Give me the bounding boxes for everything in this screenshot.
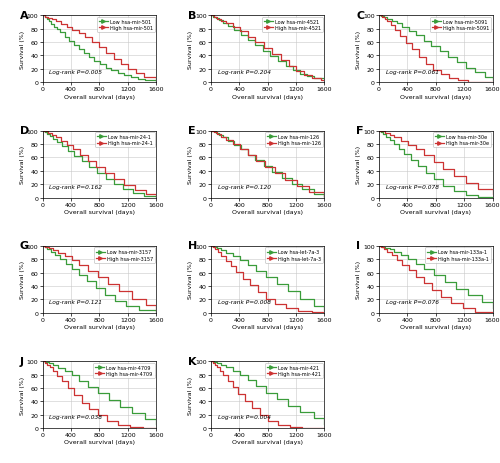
- Text: Log-rank P=0.120: Log-rank P=0.120: [218, 184, 270, 189]
- Text: Log-rank P=0.004: Log-rank P=0.004: [218, 414, 270, 419]
- Legend: Low hsa-mir-501, High hsa-mir-501: Low hsa-mir-501, High hsa-mir-501: [96, 18, 154, 33]
- Text: H: H: [188, 241, 197, 251]
- Text: Log-rank P=0.204: Log-rank P=0.204: [218, 69, 270, 75]
- Legend: Low hsa-mir-126, High hsa-mir-126: Low hsa-mir-126, High hsa-mir-126: [264, 133, 323, 148]
- Legend: Low hsa-let-7a-3, High hsa-let-7a-3: Low hsa-let-7a-3, High hsa-let-7a-3: [264, 248, 323, 263]
- Text: Log-rank P=0.162: Log-rank P=0.162: [50, 184, 102, 189]
- Legend: Low hsa-mir-30e, High hsa-mir-30e: Low hsa-mir-30e, High hsa-mir-30e: [433, 133, 491, 148]
- X-axis label: Overall survival (days): Overall survival (days): [232, 209, 303, 214]
- Y-axis label: Survival (%): Survival (%): [20, 31, 24, 69]
- Y-axis label: Survival (%): Survival (%): [356, 31, 361, 69]
- Y-axis label: Survival (%): Survival (%): [20, 261, 24, 299]
- Text: Log-rank P=0.005: Log-rank P=0.005: [50, 69, 102, 75]
- Text: E: E: [188, 126, 196, 136]
- Text: J: J: [20, 356, 24, 366]
- Y-axis label: Survival (%): Survival (%): [356, 146, 361, 184]
- Y-axis label: Survival (%): Survival (%): [188, 146, 193, 184]
- Text: Log-rank P=0.078: Log-rank P=0.078: [386, 184, 438, 189]
- Legend: Low hsa-mir-421, High hsa-mir-421: Low hsa-mir-421, High hsa-mir-421: [265, 363, 323, 378]
- Text: F: F: [356, 126, 364, 136]
- Legend: Low hsa-mir-3157, High hsa-mir-3157: Low hsa-mir-3157, High hsa-mir-3157: [94, 248, 154, 263]
- Legend: Low hsa-mir-4709, High hsa-mir-4709: Low hsa-mir-4709, High hsa-mir-4709: [94, 363, 154, 378]
- X-axis label: Overall survival (days): Overall survival (days): [232, 439, 303, 444]
- X-axis label: Overall survival (days): Overall survival (days): [64, 439, 135, 444]
- X-axis label: Overall survival (days): Overall survival (days): [400, 325, 471, 330]
- Text: Log-rank P=0.038: Log-rank P=0.038: [50, 414, 102, 419]
- Text: D: D: [20, 126, 29, 136]
- Y-axis label: Survival (%): Survival (%): [356, 261, 361, 299]
- Y-axis label: Survival (%): Survival (%): [20, 376, 24, 414]
- X-axis label: Overall survival (days): Overall survival (days): [400, 209, 471, 214]
- X-axis label: Overall survival (days): Overall survival (days): [64, 325, 135, 330]
- X-axis label: Overall survival (days): Overall survival (days): [400, 94, 471, 100]
- Text: G: G: [20, 241, 29, 251]
- X-axis label: Overall survival (days): Overall survival (days): [64, 94, 135, 100]
- Text: I: I: [356, 241, 360, 251]
- Legend: Low hsa-mir-24-1, High hsa-mir-24-1: Low hsa-mir-24-1, High hsa-mir-24-1: [95, 133, 154, 148]
- Text: Log-rank P=0.076: Log-rank P=0.076: [386, 300, 438, 305]
- Y-axis label: Survival (%): Survival (%): [188, 376, 193, 414]
- X-axis label: Overall survival (days): Overall survival (days): [232, 325, 303, 330]
- Text: Log-rank P=0.121: Log-rank P=0.121: [50, 300, 102, 305]
- Text: K: K: [188, 356, 196, 366]
- Y-axis label: Survival (%): Survival (%): [188, 261, 193, 299]
- Y-axis label: Survival (%): Survival (%): [188, 31, 193, 69]
- Text: A: A: [20, 11, 28, 21]
- Legend: Low hsa-mir-133a-1, High hsa-mir-133a-1: Low hsa-mir-133a-1, High hsa-mir-133a-1: [425, 248, 491, 263]
- Text: C: C: [356, 11, 364, 21]
- X-axis label: Overall survival (days): Overall survival (days): [232, 94, 303, 100]
- Text: Log-rank P=0.061: Log-rank P=0.061: [386, 69, 438, 75]
- Text: Log-rank P=0.008: Log-rank P=0.008: [218, 300, 270, 305]
- Legend: Low hsa-mir-4521, High hsa-mir-4521: Low hsa-mir-4521, High hsa-mir-4521: [262, 18, 323, 33]
- X-axis label: Overall survival (days): Overall survival (days): [64, 209, 135, 214]
- Y-axis label: Survival (%): Survival (%): [20, 146, 24, 184]
- Text: B: B: [188, 11, 196, 21]
- Legend: Low hsa-mir-5091, High hsa-mir-5091: Low hsa-mir-5091, High hsa-mir-5091: [430, 18, 491, 33]
